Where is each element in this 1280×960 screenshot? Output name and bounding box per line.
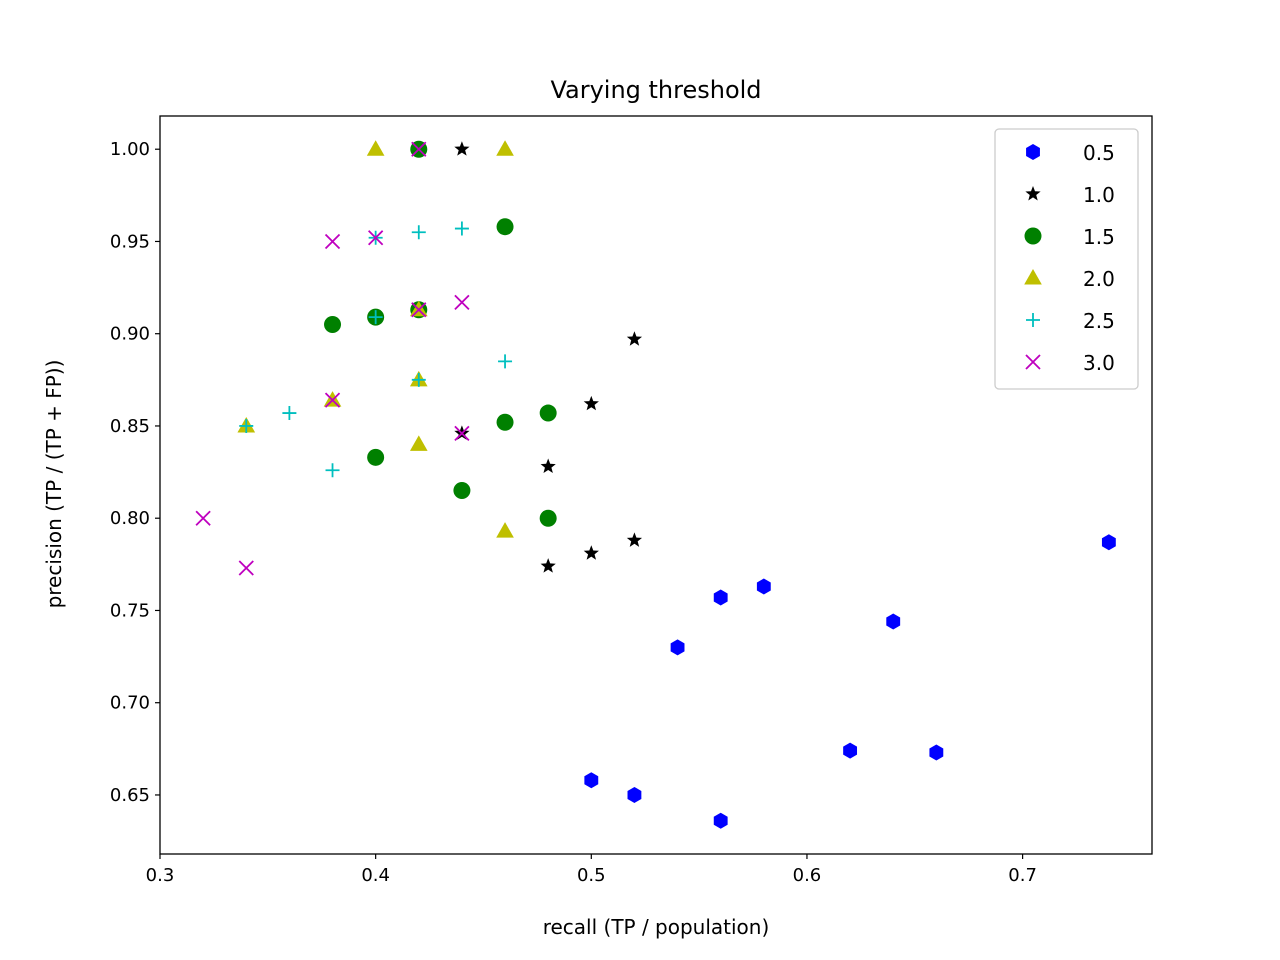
legend-label: 1.5 (1083, 225, 1115, 249)
data-point (411, 141, 427, 157)
legend-marker (1025, 186, 1041, 201)
data-point (453, 482, 471, 500)
data-points (195, 140, 1116, 829)
data-point (368, 310, 383, 325)
data-point (366, 140, 385, 156)
data-point (368, 230, 384, 246)
x-tick-label: 0.3 (146, 865, 175, 886)
data-point (496, 140, 514, 156)
series-3-0 (195, 141, 470, 576)
data-point (929, 744, 944, 761)
data-point (539, 404, 557, 422)
legend-label: 3.0 (1083, 351, 1115, 375)
data-point (626, 331, 643, 346)
data-point (713, 812, 728, 829)
data-point (324, 392, 341, 408)
data-point (1101, 534, 1116, 551)
data-point (886, 613, 901, 630)
chart-title: Varying threshold (550, 76, 761, 104)
x-axis-label: recall (TP / population) (543, 915, 770, 939)
data-point (583, 395, 599, 411)
x-tick-label: 0.6 (793, 865, 822, 886)
data-point (454, 221, 469, 236)
data-point (367, 448, 385, 466)
y-tick-label: 0.95 (110, 231, 150, 252)
legend-entry: 2.5 (1026, 309, 1115, 333)
data-point (454, 425, 470, 441)
data-point (540, 558, 556, 573)
x-axis-ticks: 0.3 0.4 0.5 0.6 0.7 (146, 854, 1037, 886)
data-point (583, 545, 599, 560)
data-point (325, 463, 340, 478)
y-tick-label: 0.65 (110, 785, 150, 806)
legend-marker (1026, 144, 1040, 160)
y-tick-label: 0.80 (110, 508, 150, 529)
data-point (584, 772, 599, 789)
data-point (496, 522, 514, 538)
x-tick-label: 0.4 (361, 865, 390, 886)
y-tick-label: 0.85 (110, 416, 150, 437)
data-point (627, 786, 642, 803)
x-tick-label: 0.7 (1008, 865, 1037, 886)
legend-marker (1024, 227, 1042, 245)
data-point (409, 435, 428, 451)
legend-entry: 1.0 (1025, 183, 1115, 207)
legend-entry: 0.5 (1026, 141, 1115, 165)
y-tick-label: 0.75 (110, 600, 150, 621)
data-point (324, 315, 342, 333)
data-point (496, 218, 514, 236)
series-1-5 (324, 140, 557, 527)
legend-label: 2.0 (1083, 267, 1115, 291)
legend-entry: 3.0 (1025, 351, 1115, 375)
y-tick-label: 0.70 (110, 693, 150, 714)
legend-label: 2.5 (1083, 309, 1115, 333)
legend-entry: 2.0 (1024, 267, 1115, 291)
series-2-5 (239, 221, 513, 478)
y-axis-label: precision (TP / (TP + FP)) (42, 360, 66, 609)
data-point (626, 532, 643, 547)
legend-marker (1024, 269, 1042, 285)
data-point (282, 406, 297, 421)
data-point (454, 141, 470, 156)
data-point (411, 302, 427, 318)
data-point (411, 225, 426, 240)
y-tick-label: 0.90 (110, 324, 150, 345)
data-point (498, 354, 513, 369)
series-2-0 (237, 140, 514, 538)
data-point (324, 233, 341, 250)
y-tick-label: 1.00 (110, 139, 150, 160)
data-point (238, 560, 254, 576)
legend: 0.5 1.0 1.5 2.0 2.5 3.0 (994, 128, 1139, 390)
series-0-5 (584, 534, 1116, 829)
data-point (540, 458, 556, 474)
legend-label: 0.5 (1083, 141, 1115, 165)
plot-area-frame (159, 115, 1153, 855)
data-point (239, 418, 254, 433)
data-point (454, 294, 470, 310)
data-point (670, 639, 685, 656)
data-point (843, 742, 858, 759)
data-point (539, 509, 557, 527)
legend-label: 1.0 (1083, 183, 1115, 207)
legend-entry: 1.5 (1024, 225, 1115, 249)
legend-box (994, 128, 1139, 390)
data-point (195, 510, 211, 526)
data-point (496, 413, 514, 431)
data-point (756, 578, 771, 595)
legend-marker (1025, 354, 1041, 370)
y-axis-ticks: 0.65 0.70 0.75 0.80 0.85 0.90 0.95 1.00 (110, 139, 160, 806)
data-point (713, 589, 728, 606)
legend-marker (1026, 313, 1040, 327)
series-1-0 (411, 141, 643, 573)
data-point (411, 372, 426, 387)
x-tick-label: 0.5 (577, 865, 606, 886)
